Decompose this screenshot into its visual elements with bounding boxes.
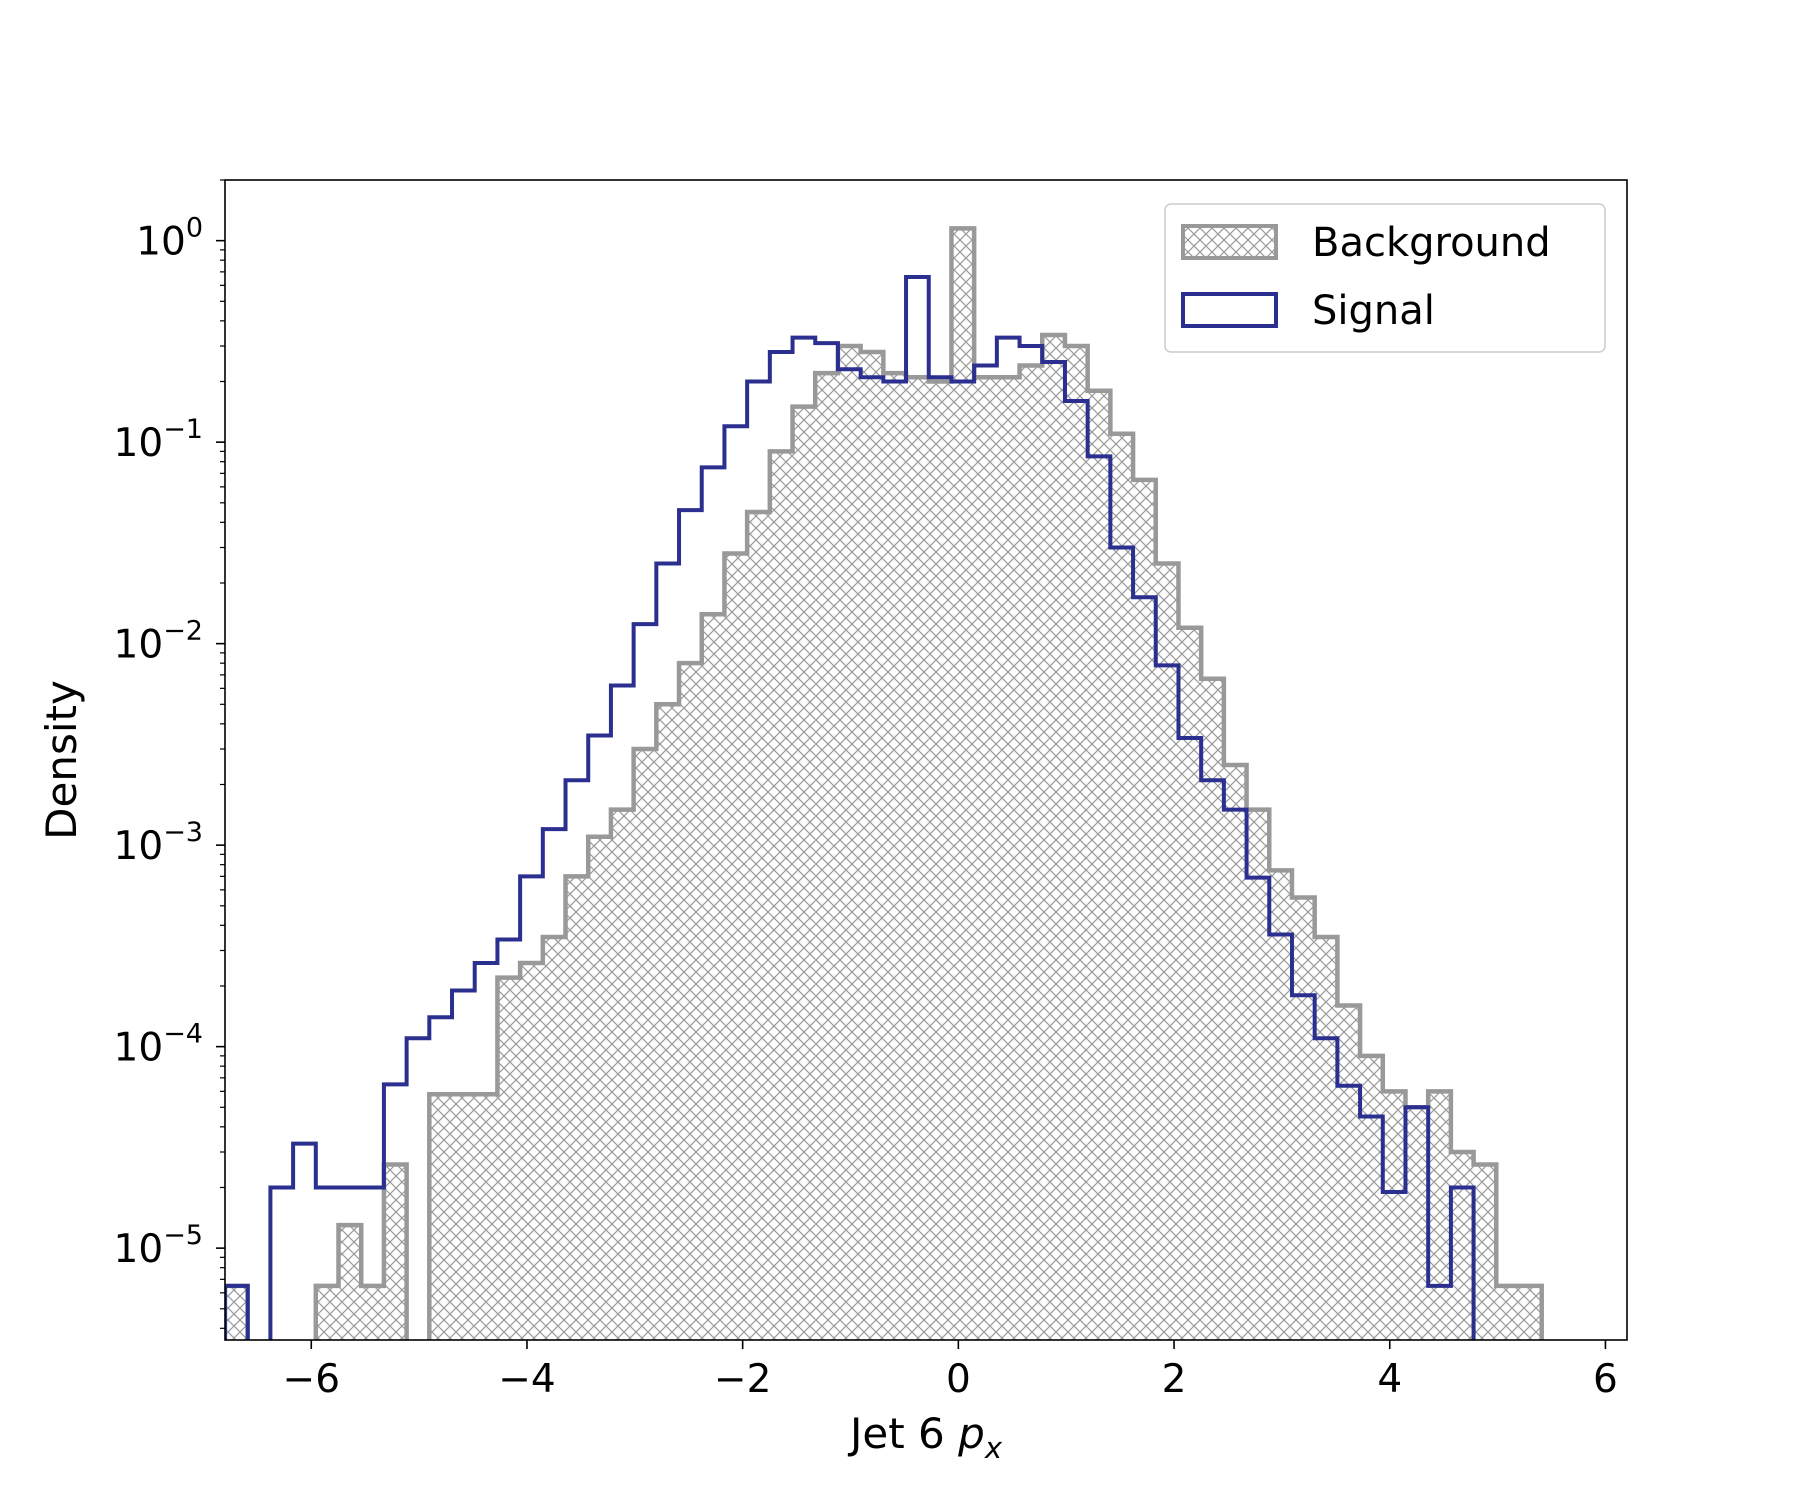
bar-background (315, 1285, 339, 1340)
bar-background (429, 1094, 453, 1340)
bar-background (1337, 1005, 1361, 1340)
y-axis-label: Density (37, 680, 86, 840)
bar-background (1360, 1055, 1383, 1340)
y-axis: 100 10−1 10−2 10−3 10−4 10−5 (114, 179, 225, 1329)
bar-background (1291, 897, 1315, 1340)
bar-background (769, 451, 793, 1340)
plot-area (224, 179, 1628, 1341)
bar-background (747, 512, 770, 1340)
bar-background (1201, 678, 1224, 1340)
bar-background (1496, 1285, 1519, 1340)
bar-background (701, 614, 725, 1340)
bar-background (520, 963, 543, 1340)
legend-swatch-signal (1181, 292, 1278, 328)
x-axis-label-text: Jet 6 (847, 1409, 958, 1458)
x-axis: −6 −4 −2 0 2 4 6 (283, 1340, 1618, 1402)
bar-background (474, 1094, 498, 1340)
bar-background (1155, 563, 1179, 1340)
bar-background (656, 704, 680, 1340)
bar-background (1178, 627, 1202, 1340)
bar-background (633, 749, 657, 1340)
bar-background (837, 346, 861, 1340)
x-tick-label: 6 (1593, 1357, 1618, 1402)
x-tick-label: −4 (498, 1357, 556, 1402)
x-tick-label: −2 (714, 1357, 772, 1402)
y-tick-label: 100 (136, 213, 203, 265)
series-signal (225, 275, 1476, 1340)
plot-frame (224, 179, 1628, 1341)
step-line-background (225, 226, 1544, 1340)
bar-background (497, 977, 521, 1340)
bar-background (1223, 764, 1247, 1340)
bar-background (1382, 1091, 1406, 1340)
legend: Background Signal (1164, 203, 1606, 353)
y-tick-label: 10−4 (114, 1019, 203, 1071)
bar-background (610, 809, 634, 1340)
bar-background (951, 228, 975, 1340)
bar-background (225, 1285, 248, 1340)
bar-background (361, 1285, 384, 1340)
bar-background (860, 352, 884, 1340)
bar-background (1042, 335, 1065, 1340)
x-axis-label-subscript: x (984, 1431, 1003, 1465)
bar-background (792, 406, 816, 1340)
x-axis-label-var: p (957, 1409, 985, 1458)
step-line-signal (225, 275, 1476, 1340)
bar-background (1405, 1107, 1429, 1340)
bar-background (1450, 1151, 1474, 1340)
x-tick-label: 0 (946, 1357, 971, 1402)
bar-background (1314, 937, 1338, 1340)
x-tick-label: 2 (1162, 1357, 1187, 1402)
bar-background (338, 1225, 362, 1340)
legend-swatch-background (1181, 224, 1278, 260)
x-tick-label: −6 (283, 1357, 341, 1402)
bar-background (452, 1094, 475, 1340)
bar-background (996, 377, 1020, 1340)
bar-background (1269, 870, 1292, 1340)
bar-background (588, 836, 611, 1340)
x-tick-label: 4 (1377, 1357, 1402, 1402)
y-tick-label: 10−2 (114, 616, 203, 668)
bar-background (1019, 365, 1043, 1340)
bar-background (1110, 433, 1134, 1340)
bar-background (906, 377, 929, 1340)
bar-background (1473, 1164, 1497, 1340)
bar-background (1428, 1091, 1451, 1340)
bar-background (383, 1164, 407, 1340)
bar-background (815, 373, 838, 1340)
bar-background (1064, 346, 1088, 1340)
bar-background (883, 373, 907, 1340)
legend-label-background: Background (1312, 220, 1551, 266)
y-tick-label: 10−3 (114, 817, 203, 869)
bar-background (1518, 1285, 1542, 1340)
bar-background (724, 553, 748, 1340)
y-tick-label: 10−1 (114, 414, 203, 466)
bar-background (542, 937, 566, 1340)
legend-label-signal: Signal (1312, 288, 1435, 334)
bar-background (1087, 390, 1111, 1340)
bar-background (679, 663, 702, 1340)
bar-background (1246, 809, 1270, 1340)
y-tick-label: 10−5 (114, 1220, 203, 1272)
bar-background (1133, 479, 1156, 1340)
bar-background (928, 381, 952, 1340)
series-background (225, 226, 1544, 1340)
bar-background (974, 377, 997, 1340)
x-axis-label: Jet 6 px (847, 1409, 1003, 1465)
bar-background (565, 876, 589, 1340)
